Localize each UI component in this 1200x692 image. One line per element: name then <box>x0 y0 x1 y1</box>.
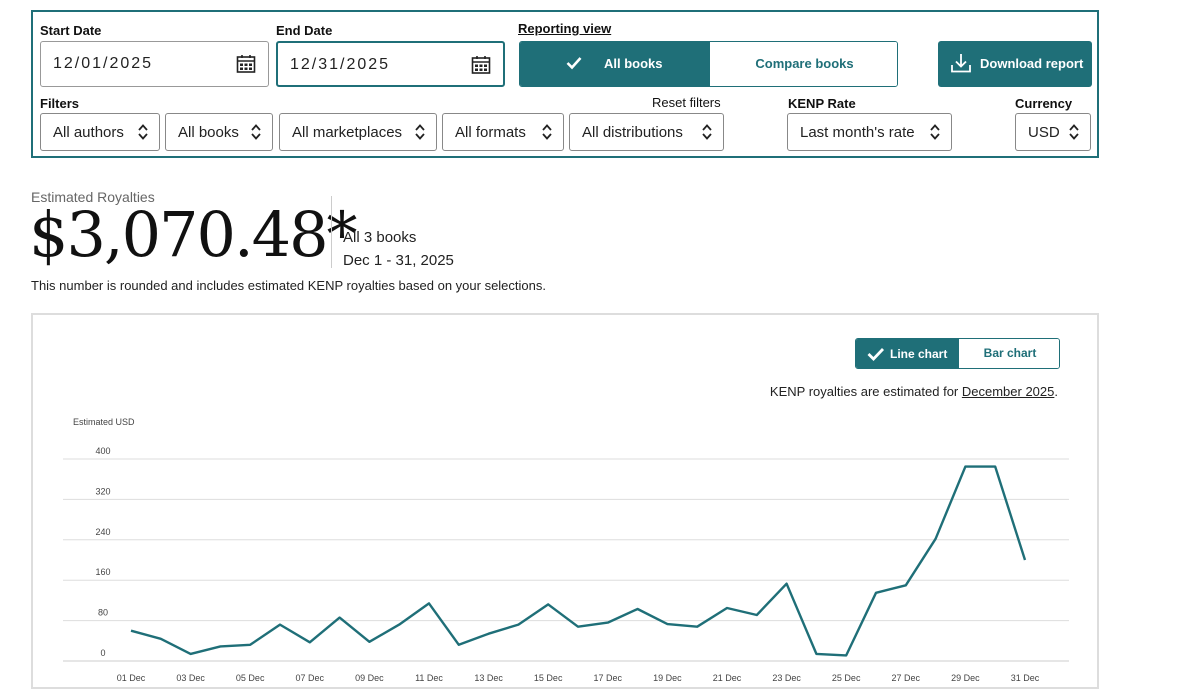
x-tick-label: 17 Dec <box>594 673 623 683</box>
currency-label: Currency <box>1015 96 1073 111</box>
sort-arrows-icon <box>251 124 261 140</box>
date-period: Dec 1 - 31, 2025 <box>343 252 454 269</box>
start-date-value: 12/01/2025 <box>53 55 154 72</box>
x-tick-label: 27 Dec <box>892 673 921 683</box>
kenp-note-period: . <box>1054 384 1058 399</box>
x-tick-label: 29 Dec <box>951 673 980 683</box>
reporting-view-toggle: All books Compare books <box>519 41 898 87</box>
distributions-select-value: All distributions <box>582 124 683 141</box>
royalties-line-chart: Estimated USD 0 80 160 240 320 400 01 Dec 03 Dec… <box>63 417 1069 683</box>
sort-arrows-icon <box>542 124 552 140</box>
all-books-option-label: All books <box>604 56 663 71</box>
start-date-label: Start Date <box>40 23 102 38</box>
y-tick-label: 160 <box>95 567 110 577</box>
currency-select-value: USD <box>1028 124 1060 141</box>
line-chart-label: Line chart <box>890 347 948 361</box>
kenp-month-link[interactable]: December 2025 <box>961 384 1055 399</box>
books-select[interactable]: All books <box>165 113 273 151</box>
y-axis-title: Estimated USD <box>73 417 135 427</box>
download-report-label: Download report <box>980 56 1084 71</box>
compare-books-option[interactable]: Compare books <box>710 42 897 86</box>
y-tick-label: 0 <box>100 648 105 658</box>
x-tick-label: 21 Dec <box>713 673 742 683</box>
chart-panel: Line chart Bar chart KENP royalties are … <box>31 313 1099 689</box>
y-tick-label: 320 <box>95 486 110 496</box>
sort-arrows-icon <box>415 124 425 140</box>
end-date-field[interactable]: 12/31/2025 <box>276 41 505 87</box>
kenp-rate-label: KENP Rate <box>788 96 856 111</box>
rounding-note: This number is rounded and includes esti… <box>31 278 546 293</box>
sort-arrows-icon <box>930 124 940 140</box>
marketplaces-select[interactable]: All marketplaces <box>279 113 437 151</box>
sort-arrows-icon <box>138 124 148 140</box>
x-tick-label: 31 Dec <box>1011 673 1040 683</box>
x-tick-label: 15 Dec <box>534 673 563 683</box>
x-tick-label: 01 Dec <box>117 673 146 683</box>
authors-select-value: All authors <box>53 124 124 141</box>
checkmark-icon <box>566 57 582 70</box>
filters-panel: Start Date 12/01/2025 End Date 12/31/202… <box>31 10 1099 158</box>
reset-filters-link[interactable]: Reset filters <box>652 95 721 110</box>
x-tick-label: 07 Dec <box>296 673 325 683</box>
calendar-icon[interactable] <box>471 55 491 75</box>
distributions-select[interactable]: All distributions <box>569 113 724 151</box>
y-tick-label: 80 <box>98 608 108 618</box>
sort-arrows-icon <box>1069 124 1079 140</box>
end-date-value: 12/31/2025 <box>290 56 391 73</box>
marketplaces-select-value: All marketplaces <box>292 124 403 141</box>
bar-chart-option[interactable]: Bar chart <box>959 339 1059 368</box>
end-date-label: End Date <box>276 23 333 38</box>
x-tick-label: 19 Dec <box>653 673 682 683</box>
filters-label: Filters <box>40 96 80 111</box>
kenp-rate-select-value: Last month's rate <box>800 124 915 141</box>
reporting-view-label[interactable]: Reporting view <box>518 21 612 36</box>
sort-arrows-icon <box>702 124 712 140</box>
summary-divider <box>331 196 332 268</box>
formats-select-value: All formats <box>455 124 526 141</box>
royalties-series-line <box>130 465 1027 657</box>
y-tick-label: 240 <box>95 527 110 537</box>
currency-select[interactable]: USD <box>1015 113 1091 151</box>
y-tick-label: 400 <box>95 446 110 456</box>
start-date-field[interactable]: 12/01/2025 <box>40 41 269 87</box>
calendar-icon[interactable] <box>236 54 256 74</box>
kenp-rate-select[interactable]: Last month's rate <box>787 113 952 151</box>
estimated-royalties-label: Estimated Royalties <box>31 189 155 205</box>
download-icon <box>951 54 971 73</box>
kenp-note-text: KENP royalties are estimated for <box>769 384 962 399</box>
x-tick-label: 03 Dec <box>176 673 205 683</box>
formats-select[interactable]: All formats <box>442 113 564 151</box>
authors-select[interactable]: All authors <box>40 113 160 151</box>
checkmark-icon <box>867 348 885 361</box>
books-count: All 3 books <box>343 229 417 246</box>
x-tick-label: 13 Dec <box>474 673 503 683</box>
all-books-option[interactable]: All books <box>520 42 710 86</box>
royalties-amount: $3,070.48* <box>29 198 358 271</box>
download-report-button[interactable]: Download report <box>938 41 1092 87</box>
x-tick-label: 11 Dec <box>415 673 443 683</box>
x-tick-label: 23 Dec <box>772 673 801 683</box>
x-tick-label: 25 Dec <box>832 673 861 683</box>
line-chart-option[interactable]: Line chart <box>856 339 959 368</box>
x-tick-label: 05 Dec <box>236 673 265 683</box>
books-select-value: All books <box>178 124 239 141</box>
kenp-estimate-note: KENP royalties are estimated for Decembe… <box>770 384 1058 399</box>
chart-type-toggle: Line chart Bar chart <box>855 338 1060 369</box>
x-tick-label: 09 Dec <box>355 673 384 683</box>
